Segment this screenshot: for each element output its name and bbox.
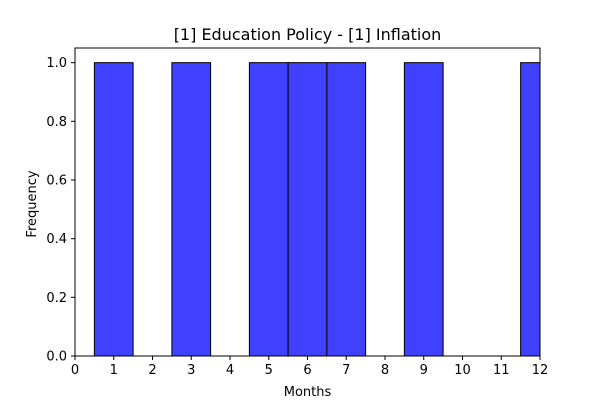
y-tick-label: 0.8 bbox=[46, 115, 67, 130]
y-tick-label: 0.4 bbox=[46, 232, 67, 247]
x-tick-label: 12 bbox=[532, 363, 549, 378]
x-tick-label: 10 bbox=[454, 363, 471, 378]
chart-title: [1] Education Policy - [1] Inflation bbox=[174, 25, 442, 44]
bars-group bbox=[93, 62, 540, 356]
x-tick-label: 8 bbox=[381, 363, 389, 378]
x-tick-label: 4 bbox=[226, 363, 234, 378]
x-tick-label: 0 bbox=[71, 363, 79, 378]
x-tick-label: 5 bbox=[265, 363, 273, 378]
x-tick-label: 3 bbox=[187, 363, 195, 378]
x-axis-label: Months bbox=[284, 385, 332, 400]
histogram-bar bbox=[287, 62, 328, 356]
histogram-bar bbox=[171, 62, 212, 356]
histogram-bar bbox=[248, 62, 289, 356]
x-tick-label: 7 bbox=[342, 363, 350, 378]
x-tick-label: 2 bbox=[148, 363, 156, 378]
x-tick-label: 1 bbox=[110, 363, 118, 378]
y-tick-label: 0.6 bbox=[46, 174, 67, 189]
x-tick-label: 9 bbox=[420, 363, 428, 378]
histogram-bar bbox=[403, 62, 444, 356]
histogram-bar bbox=[93, 62, 134, 356]
y-tick-label: 0.2 bbox=[46, 291, 67, 306]
x-axis: 0 1 2 3 4 5 6 7 8 9 10 11 12 bbox=[71, 356, 548, 378]
y-axis-label: Frequency bbox=[25, 170, 40, 237]
x-tick-label: 11 bbox=[493, 363, 510, 378]
y-tick-label: 0.0 bbox=[46, 350, 67, 365]
histogram-bar bbox=[326, 62, 367, 356]
y-tick-label: 1.0 bbox=[46, 56, 67, 71]
x-tick-label: 6 bbox=[303, 363, 311, 378]
plot-area bbox=[74, 47, 541, 357]
histogram-bar bbox=[520, 62, 540, 356]
y-axis: 0.0 0.2 0.4 0.6 0.8 1.0 bbox=[46, 56, 75, 365]
